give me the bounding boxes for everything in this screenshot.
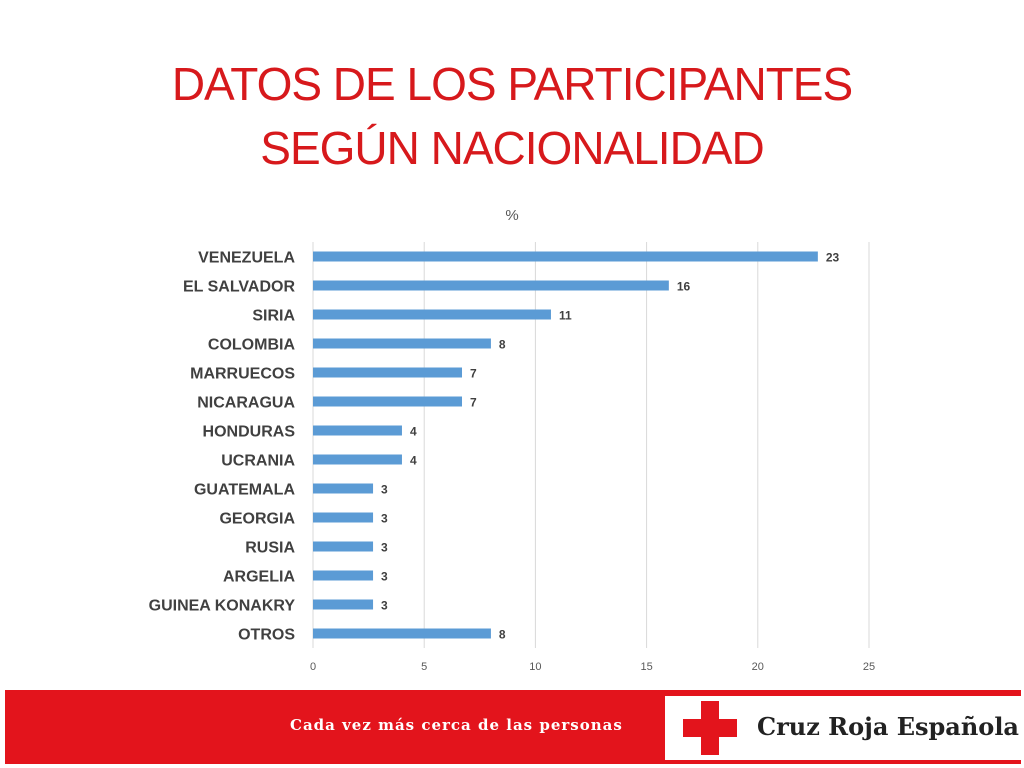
bar-chart: % VENEZUELA 23 EL SALVADOR 16 SIRIA 11 COLOMBI… (149, 207, 876, 673)
bar (313, 396, 463, 407)
category-label: MARRUECOS (190, 366, 295, 383)
bar (313, 454, 402, 465)
data-label: 3 (381, 512, 388, 526)
x-tick-label: 5 (421, 661, 427, 673)
x-tick-label: 20 (752, 661, 764, 673)
bar (313, 280, 669, 291)
category-label: EL SALVADOR (183, 279, 295, 296)
title-line-1: DATOS DE LOS PARTICIPANTES (171, 58, 853, 110)
slide-title: DATOS DE LOS PARTICIPANTES SEGÚN NACIONA… (0, 52, 1024, 180)
data-label: 7 (470, 367, 477, 381)
footer-band: Cada vez más cerca de las personas Cruz … (5, 690, 1021, 764)
red-cross-icon-bar (683, 719, 737, 737)
category-label: UCRANIA (221, 453, 295, 470)
category-label: GUINEA KONAKRY (149, 598, 296, 615)
category-label: ARGELIA (223, 569, 295, 586)
x-tick-label: 15 (640, 661, 652, 673)
data-label: 16 (677, 280, 691, 294)
brand-name: Cruz Roja Española (757, 712, 1019, 741)
data-label: 3 (381, 541, 388, 555)
category-label: GEORGIA (219, 511, 295, 528)
data-label: 8 (499, 628, 506, 642)
category-label: RUSIA (245, 540, 295, 557)
bar (313, 338, 491, 349)
footer: Cada vez más cerca de las personas Cruz … (0, 690, 1024, 768)
data-label: 4 (410, 454, 417, 468)
data-label: 3 (381, 599, 388, 613)
category-label: VENEZUELA (198, 250, 295, 267)
category-label: COLOMBIA (208, 337, 296, 354)
data-label: 3 (381, 570, 388, 584)
category-label: OTROS (238, 627, 295, 644)
bar (313, 425, 402, 436)
x-tick-label: 10 (529, 661, 541, 673)
chart-title: % (505, 207, 518, 224)
bar (313, 628, 491, 639)
bar (313, 309, 551, 320)
category-label: HONDURAS (203, 424, 296, 441)
category-label: SIRIA (252, 308, 295, 325)
data-label: 3 (381, 483, 388, 497)
title-line-2: SEGÚN NACIONALIDAD (260, 122, 764, 174)
bar (313, 570, 374, 581)
data-label: 4 (410, 425, 417, 439)
logo: Cruz Roja Española (665, 696, 1021, 760)
category-label: NICARAGUA (197, 395, 295, 412)
bar (313, 483, 374, 494)
bar (313, 512, 374, 523)
data-label: 7 (470, 396, 477, 410)
tagline: Cada vez más cerca de las personas (290, 716, 623, 734)
bar (313, 599, 374, 610)
bar (313, 367, 463, 378)
x-tick-label: 25 (863, 661, 875, 673)
data-label: 11 (559, 309, 572, 323)
x-tick-label: 0 (310, 661, 316, 673)
bar (313, 541, 374, 552)
data-label: 8 (499, 338, 506, 352)
category-label: GUATEMALA (194, 482, 295, 499)
bar (313, 251, 818, 262)
data-label: 23 (826, 251, 840, 265)
